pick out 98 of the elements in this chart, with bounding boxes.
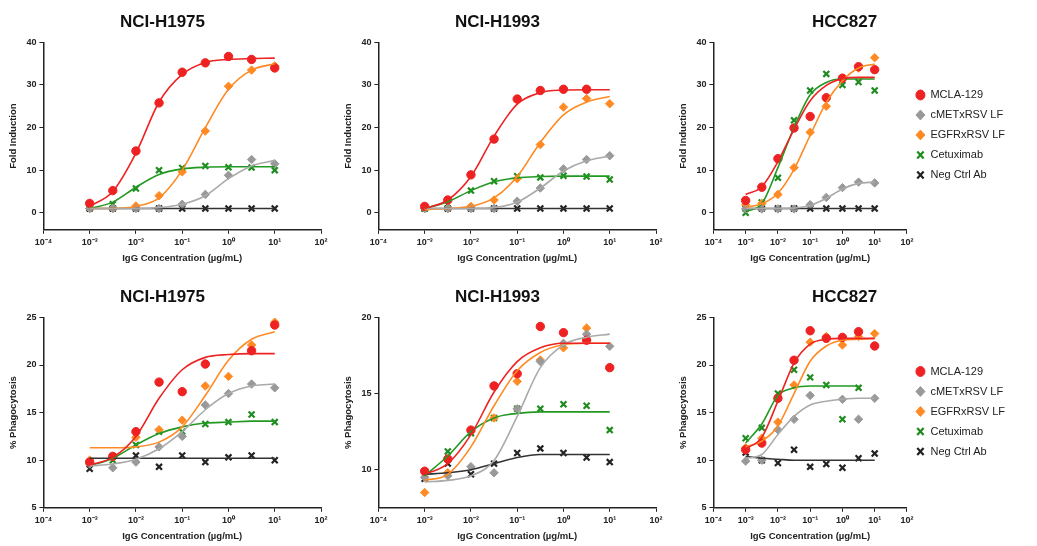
x-tick-label: 10⁻² <box>769 236 786 247</box>
chart-title: NCI-H1975 <box>119 286 206 306</box>
x-tick-label: 10⁰ <box>556 236 571 247</box>
y-tick-label: 20 <box>361 122 372 133</box>
y-tick-label: 40 <box>361 36 372 47</box>
x-tick-label: 10² <box>649 236 663 247</box>
y-axis-title: Fold Induction <box>677 103 689 169</box>
y-tick-label: 20 <box>696 122 707 133</box>
x-axis-title: IgG Concentration (µg/mL) <box>122 529 243 541</box>
legend-label: Neg Ctrl Ab <box>930 444 987 457</box>
y-tick-label: 20 <box>26 122 37 133</box>
y-tick-label: 20 <box>26 359 37 370</box>
legend-label: Cetuximab <box>930 148 984 161</box>
x-tick-label: 10⁻⁴ <box>34 514 53 525</box>
y-tick-label: 30 <box>361 79 372 90</box>
x-tick-label: 10⁻¹ <box>509 236 526 247</box>
x-axis-title: IgG Concentration (µg/mL) <box>750 251 871 263</box>
y-tick-label: 10 <box>696 454 707 465</box>
legend-label: EGFRxRSV LF <box>930 404 1006 417</box>
legend-label: cMETxRSV LF <box>930 108 1004 121</box>
x-tick-label: 10⁻² <box>127 514 144 525</box>
legend-label: Neg Ctrl Ab <box>930 168 987 181</box>
x-tick-label: 10⁰ <box>221 236 236 247</box>
y-axis-title: % Phagocytosis <box>7 376 19 450</box>
x-tick-label: 10⁻¹ <box>174 514 191 525</box>
x-axis-title: IgG Concentration (µg/mL) <box>457 529 578 541</box>
y-tick-label: 0 <box>366 207 372 218</box>
chart-title: NCI-H1975 <box>119 11 206 31</box>
x-tick-label: 10⁻³ <box>416 236 433 247</box>
x-tick-label: 10⁻² <box>769 514 786 525</box>
x-tick-label: 10⁻⁴ <box>34 236 53 247</box>
x-tick-label: 10² <box>314 236 328 247</box>
y-tick-label: 15 <box>26 407 37 418</box>
y-tick-label: 10 <box>696 164 707 175</box>
x-tick-label: 10⁻⁴ <box>369 236 388 247</box>
y-tick-label: 30 <box>696 79 707 90</box>
y-tick-label: 20 <box>361 311 372 322</box>
legend-label: cMETxRSV LF <box>930 384 1004 397</box>
x-tick-label: 10¹ <box>603 236 617 247</box>
x-tick-label: 10⁰ <box>835 514 850 525</box>
y-tick-label: 40 <box>26 36 37 47</box>
x-tick-label: 10¹ <box>268 514 282 525</box>
y-tick-label: 30 <box>26 79 37 90</box>
y-tick-label: 15 <box>696 407 707 418</box>
x-tick-label: 10⁰ <box>835 236 850 247</box>
x-axis-title: IgG Concentration (µg/mL) <box>122 251 243 263</box>
y-tick-label: 10 <box>26 164 37 175</box>
y-tick-label: 5 <box>701 502 707 513</box>
chart-title: HCC827 <box>811 286 878 306</box>
x-tick-label: 10⁻⁴ <box>369 514 388 525</box>
legend-label: MCLA-129 <box>930 88 984 101</box>
legend-label: MCLA-129 <box>930 364 984 377</box>
x-axis-title: IgG Concentration (µg/mL) <box>750 529 871 541</box>
x-tick-label: 10¹ <box>868 236 882 247</box>
x-tick-label: 10⁻³ <box>737 236 754 247</box>
legend-label: EGFRxRSV LF <box>930 128 1006 141</box>
x-tick-label: 10⁻¹ <box>802 514 819 525</box>
x-tick-label: 10⁻¹ <box>802 236 819 247</box>
chart-title: NCI-H1993 <box>454 11 541 31</box>
x-tick-label: 10⁻⁴ <box>704 514 723 525</box>
x-tick-label: 10² <box>314 514 328 525</box>
x-tick-label: 10² <box>900 514 914 525</box>
x-tick-label: 10⁻³ <box>737 514 754 525</box>
y-tick-label: 40 <box>696 36 707 47</box>
y-tick-label: 10 <box>26 454 37 465</box>
x-tick-label: 10⁰ <box>556 514 571 525</box>
y-tick-label: 25 <box>26 311 37 322</box>
x-tick-label: 10⁻¹ <box>174 236 191 247</box>
chart-title: NCI-H1993 <box>454 286 541 306</box>
y-tick-label: 10 <box>361 164 372 175</box>
y-tick-label: 20 <box>696 359 707 370</box>
y-tick-label: 10 <box>361 464 372 475</box>
legend-label: Cetuximab <box>930 424 984 437</box>
y-axis-title: % Phagocytosis <box>677 376 689 450</box>
y-tick-label: 15 <box>361 388 372 399</box>
x-tick-label: 10¹ <box>868 514 882 525</box>
x-tick-label: 10¹ <box>603 514 617 525</box>
x-axis-title: IgG Concentration (µg/mL) <box>457 251 578 263</box>
y-axis-title: % Phagocytosis <box>342 376 354 450</box>
x-tick-label: 10⁻³ <box>416 514 433 525</box>
x-tick-label: 10² <box>900 236 914 247</box>
y-axis-title: Fold Induction <box>342 103 354 169</box>
y-axis-title: Fold Induction <box>7 103 19 169</box>
y-tick-label: 0 <box>701 207 707 218</box>
x-tick-label: 10⁻² <box>462 236 479 247</box>
chart-title: HCC827 <box>811 11 878 31</box>
x-tick-label: 10⁻¹ <box>509 514 526 525</box>
x-tick-label: 10⁻³ <box>81 236 98 247</box>
x-tick-label: 10⁻² <box>462 514 479 525</box>
y-tick-label: 5 <box>31 502 37 513</box>
x-tick-label: 10⁻³ <box>81 514 98 525</box>
x-tick-label: 10⁻⁴ <box>704 236 723 247</box>
x-tick-label: 10² <box>649 514 663 525</box>
x-tick-label: 10¹ <box>268 236 282 247</box>
y-tick-label: 0 <box>31 207 37 218</box>
x-tick-label: 10⁻² <box>127 236 144 247</box>
y-tick-label: 25 <box>696 311 707 322</box>
x-tick-label: 10⁰ <box>221 514 236 525</box>
